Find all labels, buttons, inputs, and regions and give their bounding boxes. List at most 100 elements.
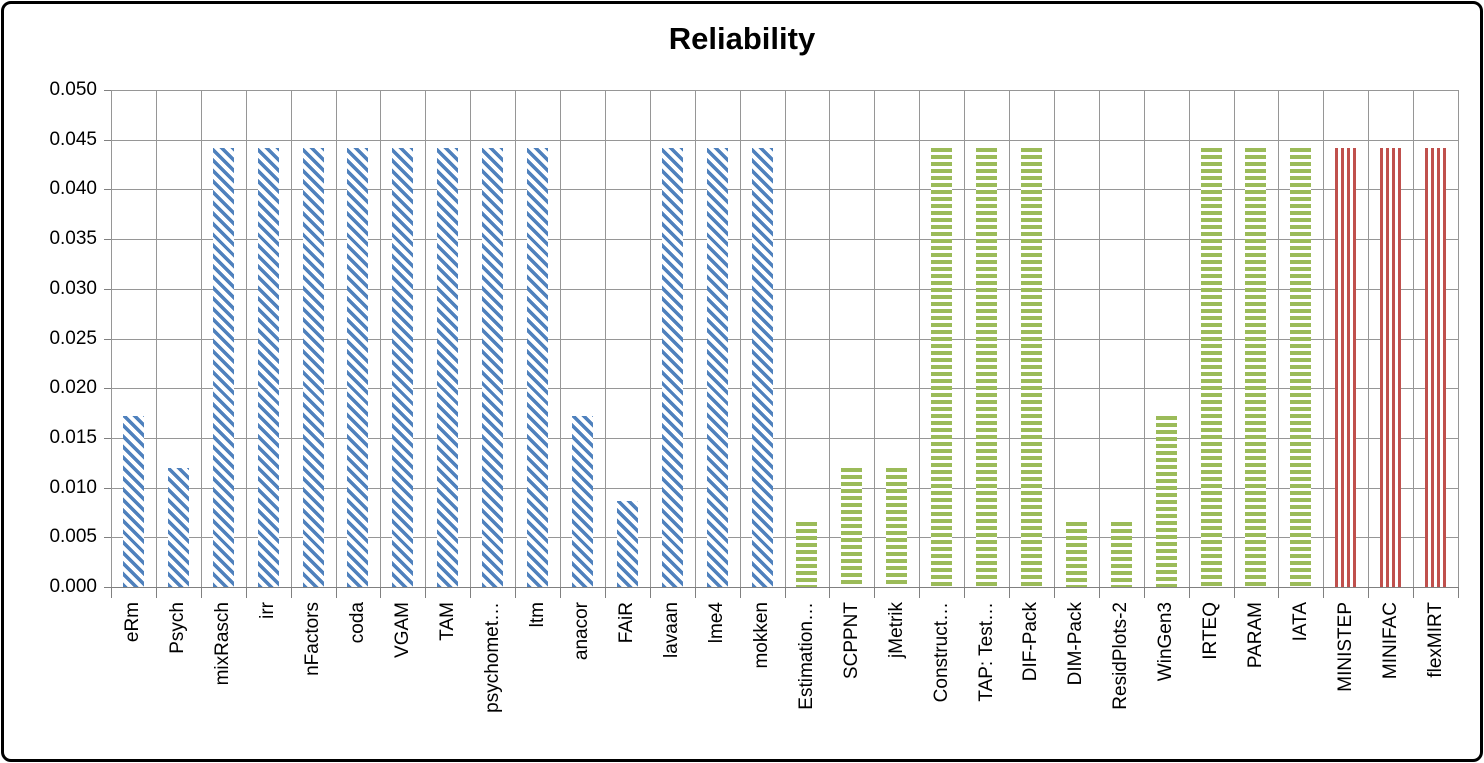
x-axis-tick — [739, 587, 741, 598]
x-axis-label: anacor — [571, 602, 593, 661]
bar — [1245, 147, 1267, 587]
y-axis-tick — [104, 139, 111, 141]
x-axis-label: Construct… — [930, 602, 952, 703]
bar — [1200, 147, 1222, 587]
x-axis-label: Psych — [167, 602, 189, 654]
y-axis-tick — [104, 338, 111, 340]
x-axis-tick — [560, 587, 561, 598]
x-axis-label: TAP: Test… — [975, 602, 997, 702]
bar — [437, 147, 459, 587]
gridline-vertical — [380, 90, 382, 587]
bar — [751, 147, 773, 587]
x-axis-label: SCPPNT — [840, 602, 862, 680]
bar — [347, 147, 369, 587]
x-axis-tick — [1278, 587, 1280, 598]
gridline-vertical — [1053, 90, 1055, 587]
gridline-vertical — [290, 90, 292, 587]
x-axis-tick — [874, 587, 876, 598]
bar — [212, 147, 234, 587]
y-axis-label: 0.000 — [49, 576, 97, 597]
x-axis-label: MINIFAC — [1379, 602, 1401, 680]
bar — [392, 147, 414, 587]
y-axis-label: 0.030 — [49, 277, 97, 299]
x-axis-tick — [1368, 587, 1370, 598]
x-axis-tick — [604, 587, 606, 598]
x-axis-label: VGAM — [391, 602, 413, 658]
gridline-vertical — [1098, 90, 1100, 587]
x-axis-tick — [111, 587, 112, 598]
bar — [571, 416, 593, 587]
x-axis-tick — [829, 587, 831, 598]
x-axis-label: irr — [257, 602, 279, 619]
y-axis-label: 0.035 — [49, 228, 97, 250]
x-axis-label: IATA — [1289, 602, 1311, 642]
bar — [931, 147, 953, 587]
x-axis-label: mixRasch — [212, 602, 234, 686]
gridline-vertical — [874, 90, 876, 587]
y-axis-label: 0.025 — [49, 327, 97, 349]
gridline-vertical — [425, 90, 427, 587]
gridline-vertical — [1278, 90, 1280, 587]
x-axis-tick — [425, 587, 427, 598]
bar — [1155, 416, 1177, 587]
gridline-vertical — [111, 90, 112, 587]
x-axis-tick — [649, 587, 651, 598]
x-axis-tick — [964, 587, 966, 598]
gridline-vertical — [245, 90, 247, 587]
gridline-vertical — [694, 90, 696, 587]
y-axis-label: 0.040 — [49, 178, 97, 200]
bar — [1020, 147, 1042, 587]
x-axis-label: MINISTEP — [1334, 602, 1356, 692]
x-axis-label: PARAM — [1244, 602, 1266, 669]
y-axis-label: 0.050 — [49, 79, 97, 100]
bar — [841, 467, 863, 587]
x-axis-tick — [1053, 587, 1055, 598]
bar — [257, 147, 279, 587]
x-axis-tick — [470, 587, 472, 598]
x-axis-label: TAM — [436, 602, 458, 641]
gridline-vertical — [1009, 90, 1010, 587]
gridline-vertical — [335, 90, 337, 587]
gridline-vertical — [200, 90, 202, 587]
bar — [122, 416, 144, 587]
gridline-vertical — [1413, 90, 1415, 587]
bar — [1065, 522, 1087, 587]
gridline-vertical — [919, 90, 921, 587]
y-axis-label: 0.005 — [49, 526, 97, 548]
bar — [527, 147, 549, 587]
y-axis-tick — [104, 388, 111, 390]
y-axis-tick — [104, 239, 111, 241]
gridline-vertical — [155, 90, 157, 587]
x-axis-tick — [1009, 587, 1010, 598]
bar — [1110, 522, 1132, 587]
x-axis-label: jMetrik — [885, 602, 907, 658]
x-axis-tick — [1233, 587, 1235, 598]
bar — [1335, 147, 1357, 587]
gridline-vertical — [739, 90, 741, 587]
x-axis-label: coda — [346, 602, 368, 644]
x-axis-tick — [155, 587, 157, 598]
x-axis-label: psychomet… — [481, 602, 503, 713]
x-axis-label: lavaan — [661, 602, 683, 658]
bar — [616, 500, 638, 587]
y-axis-tick — [104, 288, 111, 290]
chart-title: Reliability — [668, 21, 816, 56]
x-axis-tick — [335, 587, 337, 598]
x-axis-tick — [290, 587, 292, 598]
y-axis-tick — [104, 90, 111, 91]
gridline-vertical — [964, 90, 966, 587]
gridline-vertical — [1458, 90, 1459, 587]
bar — [1380, 147, 1402, 587]
bar — [167, 467, 189, 587]
x-axis-tick — [1323, 587, 1325, 598]
gridline-vertical — [649, 90, 651, 587]
x-axis-label: DIF-Pack — [1020, 602, 1042, 682]
gridline-vertical — [1233, 90, 1235, 587]
x-axis-label: WinGen3 — [1155, 602, 1177, 682]
x-axis-tick — [380, 587, 382, 598]
x-axis-label: DIM-Pack — [1065, 602, 1087, 686]
x-axis-tick — [694, 587, 696, 598]
bar — [302, 147, 324, 587]
x-axis-tick — [245, 587, 247, 598]
